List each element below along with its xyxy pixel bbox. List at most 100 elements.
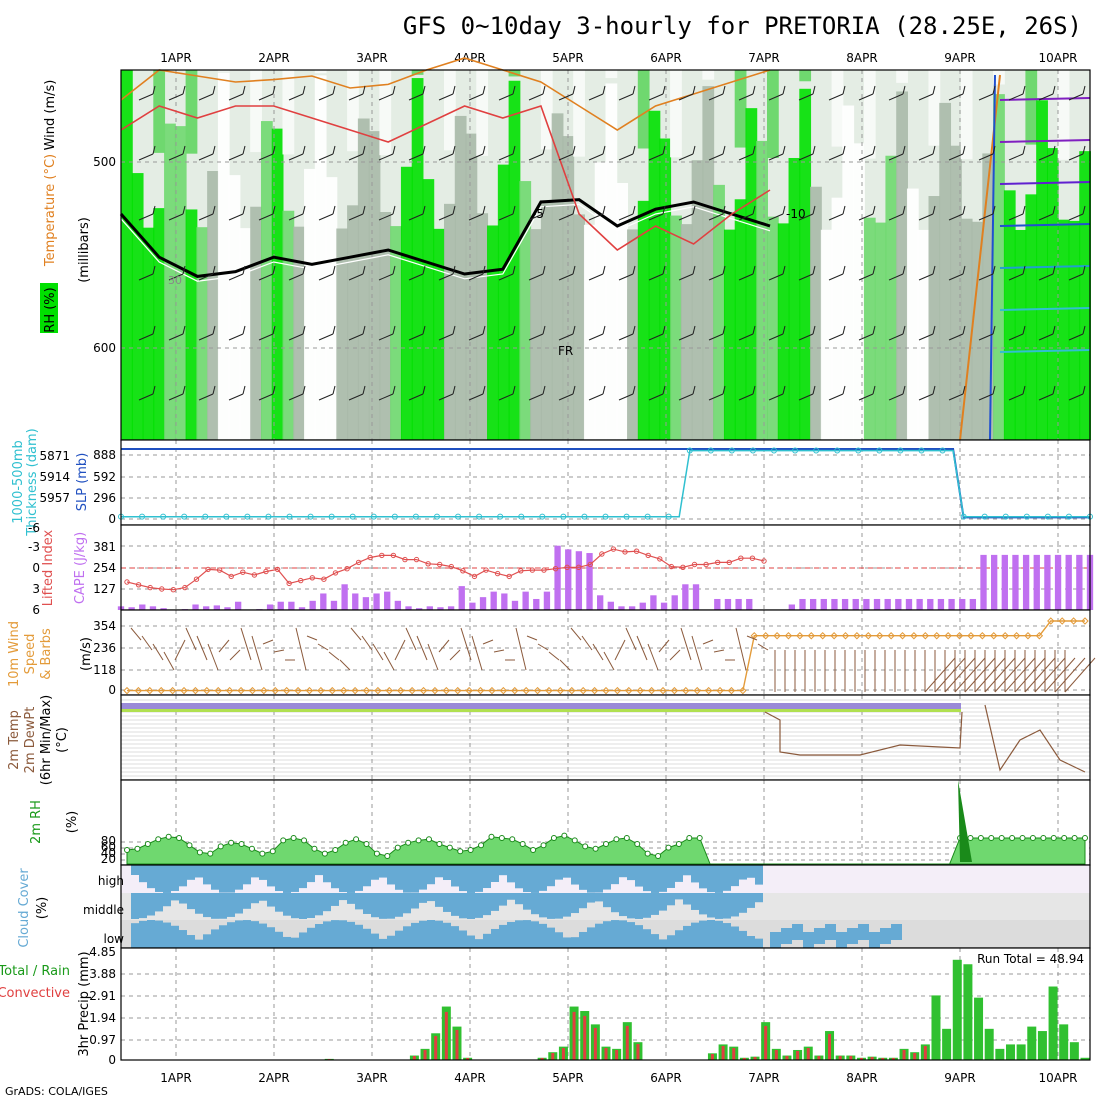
cloud-high-bar: [147, 865, 155, 889]
wind10-marker: [488, 686, 496, 695]
wind10-marker: [556, 686, 565, 695]
cloud-low-bar: [814, 928, 825, 944]
cape-bar: [1044, 554, 1051, 610]
wind-barb: [962, 265, 966, 275]
wind10-marker: [157, 686, 165, 695]
precip-bar: [1037, 1031, 1047, 1060]
cloud-low-bar: [251, 921, 259, 948]
cloud-mid-bar: [595, 893, 603, 902]
thickness-marker: [181, 513, 188, 520]
li-tick: -6: [28, 521, 40, 535]
cloud-level-label: middle: [83, 903, 124, 917]
thickness-marker: [1023, 513, 1030, 520]
wind-barb: [948, 333, 964, 341]
wind-barb: [888, 213, 904, 221]
cloud-mid-bar: [227, 893, 235, 917]
wind-barb: [828, 213, 844, 221]
wind-barb: [842, 205, 846, 215]
wind-barb: [798, 153, 814, 161]
wind10-marker: [990, 632, 998, 640]
wind-barb: [272, 85, 276, 95]
cape-bar: [362, 597, 370, 610]
rh-band: [1079, 151, 1091, 441]
cloud-mid-bar: [491, 893, 499, 911]
wind-barb: [438, 333, 454, 341]
thickness-marker: [981, 513, 988, 520]
wind-barb: [558, 333, 574, 341]
cloud-mid-bar: [515, 893, 523, 905]
bottom-tick-label: 3APR: [356, 1071, 387, 1085]
wind10-marker: [568, 686, 576, 695]
wind-barb: [842, 385, 846, 395]
rh-band-top: [250, 70, 262, 153]
wind-barb: [648, 93, 664, 101]
wind-barb: [168, 213, 184, 221]
wind-barb: [378, 393, 394, 401]
cloud-high-bar: [339, 865, 347, 892]
conv-bar: [636, 1043, 640, 1060]
wind-barb: [692, 265, 696, 275]
top-tick-label: 2APR: [258, 51, 289, 65]
cloud-mid-bar: [531, 893, 539, 915]
cape-bar: [160, 608, 167, 610]
cloud-low-bar: [579, 931, 587, 948]
precip-bar: [952, 959, 962, 1060]
rh-marker: [1082, 835, 1088, 841]
rh-band: [250, 206, 262, 440]
wind-barb: [318, 213, 334, 221]
rh-marker: [217, 843, 224, 850]
precip-bar: [963, 964, 973, 1060]
wind-barb: [228, 273, 244, 281]
li-marker: [135, 582, 142, 588]
wind-barb: [392, 85, 396, 95]
wind-barb: [348, 93, 364, 101]
cloud-mid-bar: [555, 893, 563, 919]
thickness-marker: [412, 513, 419, 520]
wind-barb: [168, 393, 184, 401]
rh-marker: [228, 839, 235, 846]
cloud-low-bar: [203, 934, 211, 948]
rh-band: [583, 224, 596, 440]
thickness-marker: [265, 513, 272, 520]
cloud-low-bar: [891, 924, 902, 940]
rh-marker: [425, 836, 432, 843]
cloud-low-bar: [507, 921, 515, 948]
wind-barb: [872, 265, 876, 275]
wind-barb: [272, 385, 276, 395]
cape-tick: 254: [93, 561, 116, 575]
cloud-mid-bar: [507, 893, 515, 900]
cloud-mid-bar: [683, 893, 691, 905]
cloud-high-bar: [643, 865, 651, 892]
rh-marker: [977, 835, 984, 841]
wind-barb: [662, 145, 666, 155]
wind-barb: [258, 393, 274, 401]
thickness-marker: [771, 447, 778, 454]
cloud-high-bar: [275, 865, 283, 892]
wind-barb: [691, 635, 703, 671]
cloud-mid-bar: [323, 893, 331, 912]
conv-bar: [764, 1025, 768, 1060]
wind-barb: [318, 333, 334, 341]
wind-barb: [588, 333, 604, 341]
rh-band: [928, 196, 941, 440]
cape-bar: [948, 598, 955, 610]
wind-barb: [452, 265, 456, 275]
wind-barb: [317, 643, 329, 651]
wind-barb: [392, 265, 396, 275]
cloud-low-bar: [747, 936, 755, 948]
cape-bar: [1033, 554, 1040, 610]
cloud-high-bar: [379, 865, 387, 878]
rh-marker: [342, 839, 349, 846]
wind-barb: [152, 145, 156, 155]
wind-barb: [798, 213, 814, 221]
rh-band: [1057, 219, 1070, 440]
cape-bar: [969, 598, 977, 610]
cloud-mid-bar: [315, 893, 323, 916]
cloud-low-bar: [491, 928, 499, 948]
wind10-marker: [545, 686, 553, 695]
rh-marker: [561, 832, 568, 839]
cloud-mid-bar: [291, 893, 299, 919]
cloud-high-bar: [395, 865, 403, 890]
cloud-high-bar: [307, 865, 315, 883]
rh-marker: [571, 837, 578, 844]
